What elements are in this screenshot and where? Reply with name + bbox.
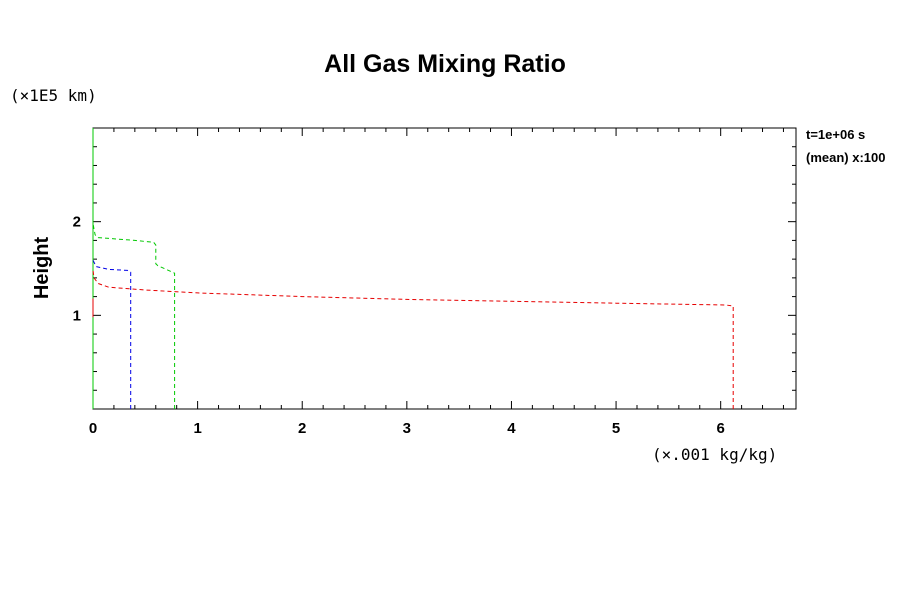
series-line-1 xyxy=(92,223,176,409)
x-tick-label: 4 xyxy=(507,420,516,437)
x-tick-label: 1 xyxy=(193,420,201,437)
x-tick-label: 0 xyxy=(89,420,97,437)
y-tick-label: 2 xyxy=(73,214,81,231)
mean-annotation: (mean) x:100 xyxy=(806,150,885,165)
x-tick-label: 6 xyxy=(717,420,725,437)
x-tick-label: 5 xyxy=(612,420,620,437)
y-unit-label: (×1E5 km) xyxy=(10,86,97,105)
series-line-2 xyxy=(92,259,132,409)
x-unit-label: (×.001 kg/kg) xyxy=(652,445,777,464)
time-annotation: t=1e+06 s xyxy=(806,127,865,142)
x-tick-label: 2 xyxy=(298,420,306,437)
chart-title: All Gas Mixing Ratio xyxy=(324,50,566,78)
y-tick-label: 1 xyxy=(73,307,81,324)
x-tick-label: 3 xyxy=(403,420,411,437)
y-axis-label: Height xyxy=(31,237,53,300)
series-line-3 xyxy=(92,270,734,409)
plot-frame xyxy=(92,127,797,410)
